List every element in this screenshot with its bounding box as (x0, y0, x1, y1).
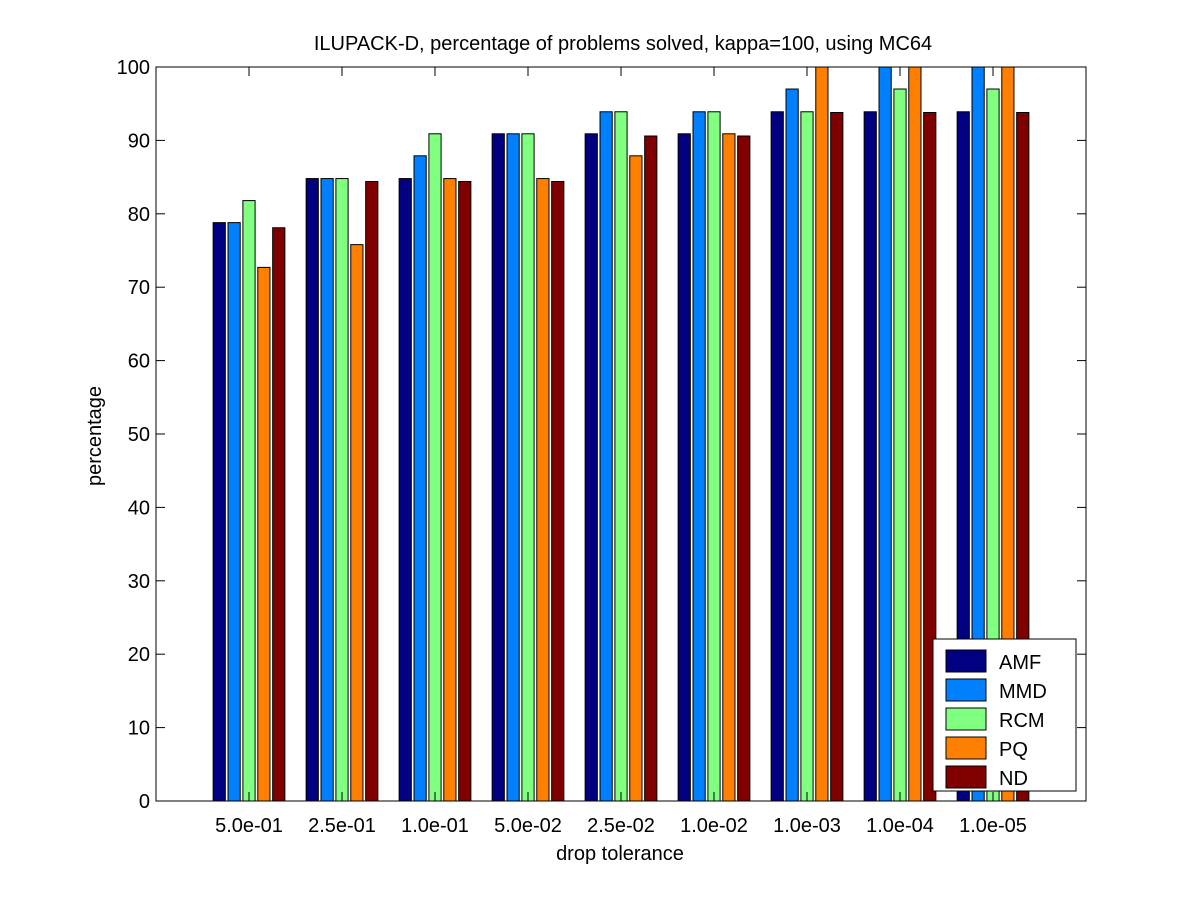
y-tick-label-30: 30 (128, 571, 150, 593)
bar-mmd-0 (227, 222, 241, 802)
bar-mmd-2 (413, 155, 427, 802)
bar-rcm-2 (428, 133, 442, 802)
bar-mmd-1 (320, 178, 334, 802)
bar-rcm-1 (335, 178, 349, 802)
y-axis-label: percentage (84, 386, 106, 486)
y-tick-label-70: 70 (128, 277, 150, 299)
y-tick-label-100: 100 (117, 57, 150, 79)
y-tick-label-0: 0 (139, 791, 150, 813)
bar-amf-3 (491, 133, 505, 802)
legend-label-mmd: MMD (999, 681, 1047, 703)
legend-swatch-rcm (945, 707, 987, 731)
bar-mmd-7 (878, 66, 892, 802)
legend: AMF MMD RCM PQ ND (932, 638, 1077, 792)
bar-nd-5 (737, 135, 751, 802)
ticks-group: 0 10 20 30 40 50 60 70 80 90 100 5.0e-01 2.5e-01 1.0e… (117, 57, 1086, 837)
x-tick-label-7: 1.0e-04 (866, 815, 934, 837)
bar-pq-2 (443, 178, 457, 802)
bar-pq-0 (257, 266, 271, 802)
bar-rcm-3 (521, 133, 535, 802)
x-tick-label-4: 2.5e-02 (587, 815, 655, 837)
bar-amf-2 (398, 178, 412, 802)
bar-amf-4 (584, 133, 598, 802)
x-tick-label-6: 1.0e-03 (773, 815, 841, 837)
legend-label-nd: ND (999, 768, 1028, 790)
x-tick-label-3: 5.0e-02 (494, 815, 562, 837)
x-tick-label-8: 1.0e-05 (959, 815, 1027, 837)
bar-rcm-7 (893, 88, 907, 802)
bar-rcm-4 (614, 111, 628, 802)
x-tick-label-0: 5.0e-01 (215, 815, 283, 837)
y-tick-label-50: 50 (128, 424, 150, 446)
bar-nd-6 (830, 112, 844, 802)
x-tick-label-1: 2.5e-01 (308, 815, 376, 837)
legend-swatch-amf (945, 649, 987, 673)
legend-label-amf: AMF (999, 652, 1041, 674)
bar-nd-3 (551, 181, 565, 802)
bar-rcm-5 (707, 111, 721, 802)
y-tick-label-80: 80 (128, 204, 150, 226)
bar-amf-6 (770, 111, 784, 802)
bar-rcm-0 (242, 200, 256, 802)
bars-group (212, 66, 1030, 802)
bar-nd-2 (458, 181, 472, 802)
bar-mmd-6 (785, 88, 799, 802)
y-tick-label-20: 20 (128, 644, 150, 666)
legend-label-rcm: RCM (999, 710, 1045, 732)
chart-title: ILUPACK-D, percentage of problems solved… (314, 33, 932, 55)
y-tick-label-60: 60 (128, 351, 150, 373)
bar-amf-5 (677, 133, 691, 802)
bar-nd-4 (644, 135, 658, 802)
x-tick-label-5: 1.0e-02 (680, 815, 748, 837)
bar-nd-0 (272, 227, 286, 802)
legend-swatch-mmd (945, 678, 987, 702)
bar-amf-1 (305, 178, 319, 802)
bar-pq-3 (536, 178, 550, 802)
y-tick-label-90: 90 (128, 130, 150, 152)
bar-pq-7 (908, 66, 922, 802)
bar-pq-6 (815, 66, 829, 802)
legend-swatch-pq (945, 736, 987, 760)
bar-pq-4 (629, 155, 643, 802)
x-tick-label-2: 1.0e-01 (401, 815, 469, 837)
bar-rcm-6 (800, 111, 814, 802)
bar-amf-0 (212, 222, 226, 802)
bar-pq-5 (722, 133, 736, 802)
bar-amf-7 (863, 111, 877, 802)
bar-mmd-4 (599, 111, 613, 802)
bar-nd-1 (365, 181, 379, 802)
x-axis-label: drop tolerance (556, 843, 684, 865)
bar-mmd-5 (692, 111, 706, 802)
y-tick-label-40: 40 (128, 497, 150, 519)
y-tick-label-10: 10 (128, 718, 150, 740)
bar-pq-1 (350, 244, 364, 802)
legend-swatch-nd (945, 765, 987, 789)
bar-mmd-3 (506, 133, 520, 802)
legend-label-pq: PQ (999, 739, 1028, 761)
